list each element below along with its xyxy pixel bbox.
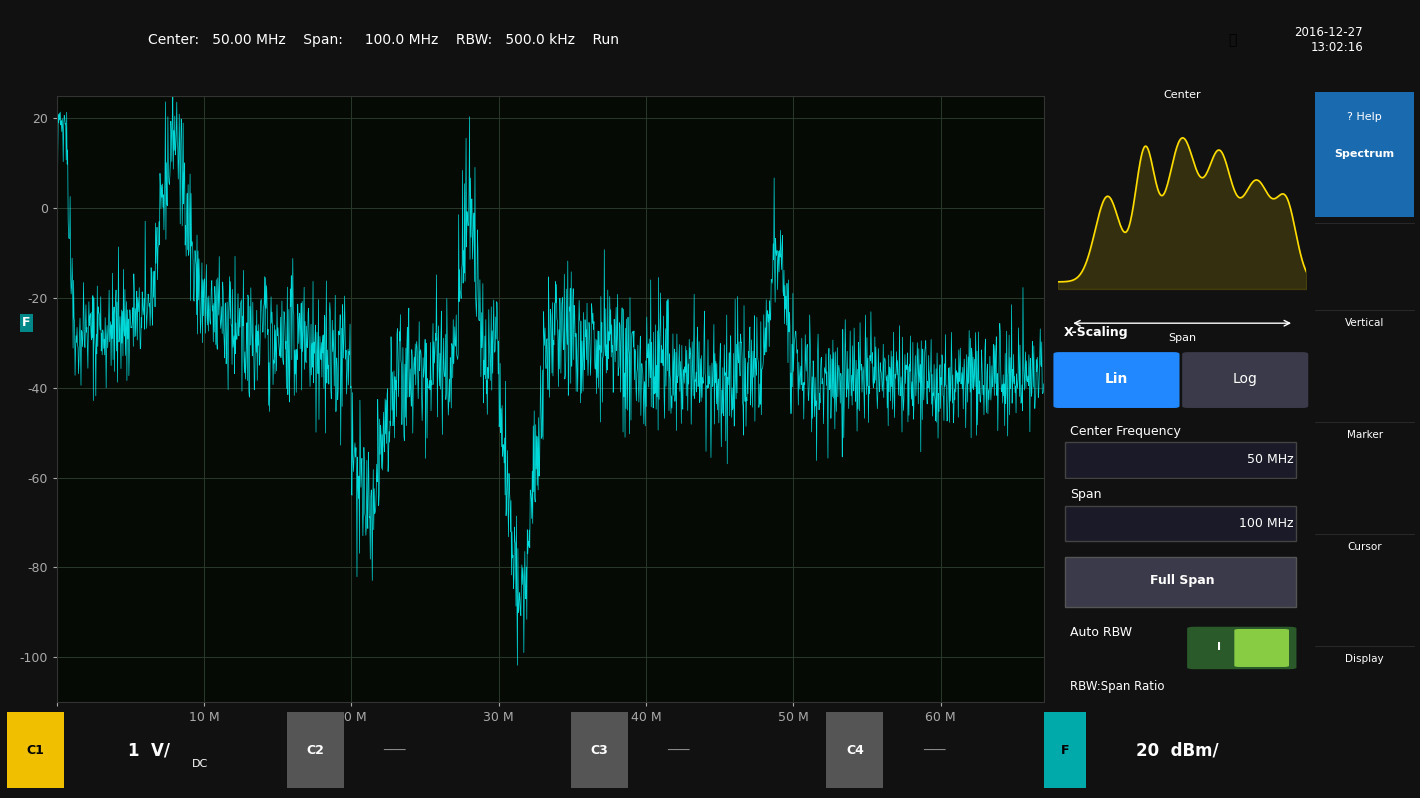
FancyBboxPatch shape (7, 712, 64, 788)
FancyBboxPatch shape (826, 712, 883, 788)
Text: ───: ─── (383, 744, 406, 757)
Text: 50 MHz: 50 MHz (1247, 453, 1294, 466)
Text: X-Scaling: X-Scaling (1064, 326, 1129, 339)
Text: C1: C1 (27, 744, 44, 757)
Text: RBW:Span Ratio: RBW:Span Ratio (1071, 680, 1164, 693)
Text: 20  dBm/: 20 dBm/ (1136, 741, 1218, 759)
Text: Auto RBW: Auto RBW (1071, 626, 1133, 638)
Text: Vertical: Vertical (1345, 318, 1384, 327)
FancyBboxPatch shape (1315, 93, 1414, 217)
FancyBboxPatch shape (1065, 557, 1296, 607)
Text: Marker: Marker (1346, 429, 1383, 440)
Text: F: F (23, 316, 31, 330)
Text: C2: C2 (307, 744, 324, 757)
FancyBboxPatch shape (1183, 352, 1308, 408)
FancyBboxPatch shape (1054, 352, 1180, 408)
Text: Span: Span (1169, 334, 1196, 343)
FancyBboxPatch shape (1187, 626, 1296, 670)
Text: I: I (1217, 642, 1221, 652)
Text: Center Frequency: Center Frequency (1071, 425, 1181, 437)
Text: Full Span: Full Span (1150, 574, 1214, 587)
Text: F: F (1061, 744, 1069, 757)
Text: Center:   50.00 MHz    Span:     100.0 MHz    RBW:   500.0 kHz    Run: Center: 50.00 MHz Span: 100.0 MHz RBW: 5… (148, 33, 619, 47)
FancyBboxPatch shape (1065, 442, 1296, 477)
Text: 1  V/: 1 V/ (128, 741, 170, 759)
Text: Spectrum: Spectrum (1335, 149, 1394, 160)
Text: Log: Log (1233, 372, 1258, 386)
Text: 100 MHz: 100 MHz (1240, 517, 1294, 530)
Text: Span: Span (1071, 488, 1102, 501)
Text: 🔋: 🔋 (1228, 33, 1237, 47)
FancyBboxPatch shape (1065, 506, 1296, 541)
FancyBboxPatch shape (287, 712, 344, 788)
Text: Lin: Lin (1105, 372, 1127, 386)
Text: Cursor: Cursor (1348, 542, 1382, 551)
Text: 2016-12-27
13:02:16: 2016-12-27 13:02:16 (1295, 26, 1363, 54)
Text: ? Help: ? Help (1348, 113, 1382, 122)
FancyBboxPatch shape (1044, 712, 1086, 788)
Text: DC: DC (192, 760, 207, 769)
FancyBboxPatch shape (571, 712, 628, 788)
Text: C4: C4 (846, 744, 863, 757)
Text: Display: Display (1345, 654, 1384, 664)
Text: ───: ─── (923, 744, 946, 757)
FancyBboxPatch shape (1234, 629, 1289, 667)
Text: ───: ─── (667, 744, 690, 757)
Text: Center: Center (1163, 89, 1201, 100)
Text: C3: C3 (591, 744, 608, 757)
